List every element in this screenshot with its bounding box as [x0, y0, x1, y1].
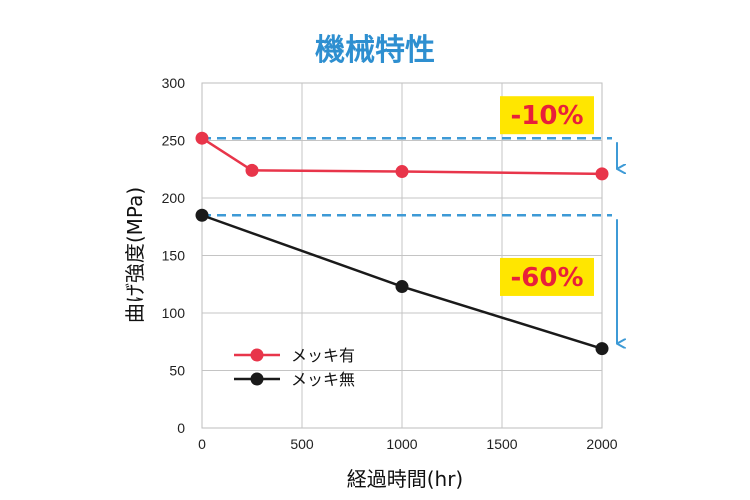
y-tick-label: 0 [177, 420, 185, 436]
x-tick-label: 0 [198, 436, 206, 452]
data-point [195, 208, 209, 222]
data-point [395, 280, 409, 294]
x-tick-label: 1000 [386, 436, 417, 452]
y-tick-label: 100 [162, 305, 186, 321]
legend-label: メッキ無 [291, 370, 355, 389]
x-axis-label: 経過時間(hr) [347, 467, 464, 491]
data-point [595, 167, 609, 181]
y-tick-label: 150 [162, 248, 186, 264]
y-tick-label: 250 [162, 133, 186, 149]
legend-marker [250, 372, 264, 386]
series-lines [195, 131, 609, 356]
grid [202, 83, 602, 428]
series-line [201, 137, 603, 176]
chart-title: 機械特性 [315, 33, 435, 68]
percent-label: -60% [510, 263, 583, 293]
legend-label: メッキ有 [291, 346, 355, 365]
data-point [245, 163, 259, 177]
y-tick-label: 50 [169, 363, 185, 379]
x-tick-label: 2000 [586, 436, 617, 452]
data-point [195, 131, 209, 145]
annotations: -10% -60% [500, 96, 617, 343]
y-tick-label: 300 [162, 75, 186, 91]
data-point [595, 342, 609, 356]
x-tick-label: 1500 [486, 436, 517, 452]
tick-labels: 0 500 1000 1500 2000 0 50 100 150 200 250 300 [162, 75, 618, 452]
reference-lines [202, 136, 612, 217]
y-tick-label: 200 [162, 190, 186, 206]
percent-label: -10% [510, 101, 583, 131]
x-tick-label: 500 [290, 436, 314, 452]
y-axis-label: 曲げ強度(MPa) [123, 187, 147, 323]
percent-badge [500, 257, 594, 296]
percent-badge [500, 96, 594, 135]
data-point [395, 165, 409, 179]
legend-marker [250, 348, 264, 362]
